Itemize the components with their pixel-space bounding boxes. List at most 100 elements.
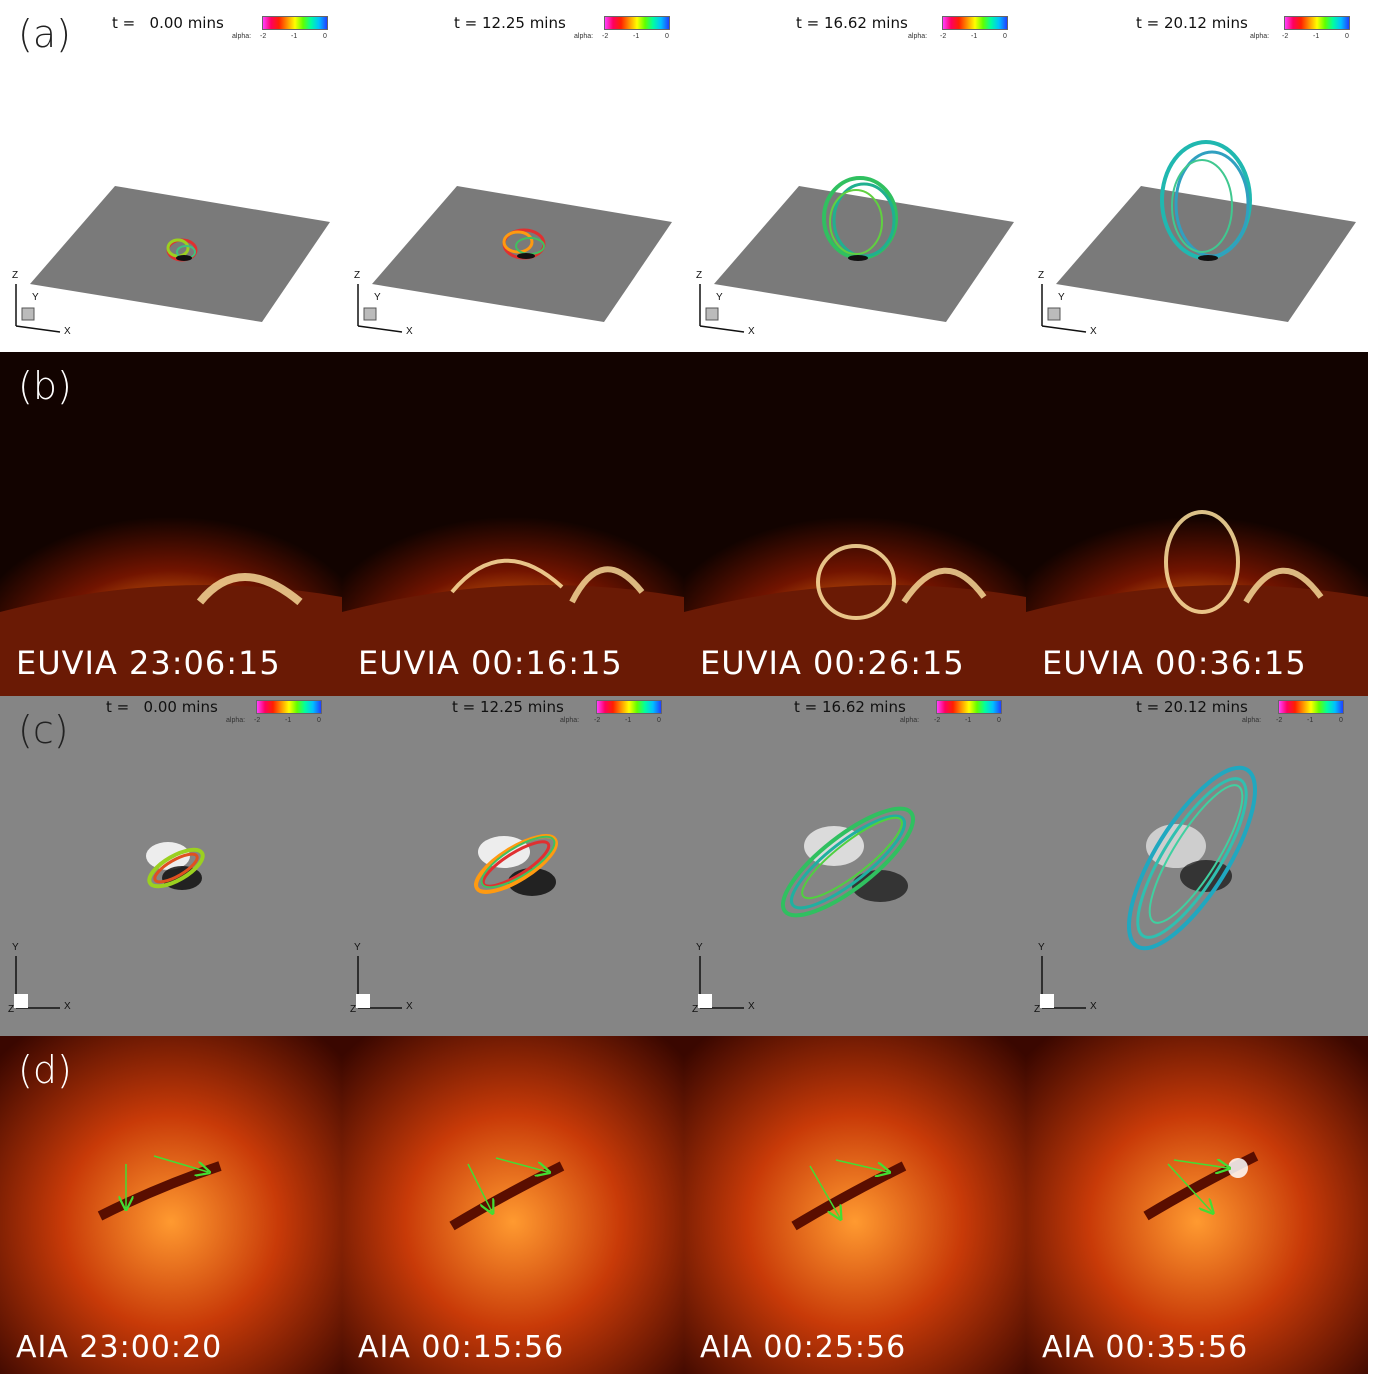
sim-time-label: t = 12.25 mins — [452, 698, 564, 716]
simulation-topdown-view — [1040, 765, 1258, 1009]
colorbar-tick: -1 — [625, 717, 632, 724]
colorbar-title: alpha: — [1250, 33, 1270, 40]
green-arrow — [153, 1155, 208, 1172]
colorbar-tick: -1 — [285, 717, 292, 724]
axis-x-label: X — [748, 326, 755, 337]
panel-a3: t = 16.62 mins alpha: -2 -1 0 Z Y X — [684, 0, 1026, 352]
alpha-colorbar — [604, 16, 670, 30]
colorbar-title: alpha: — [900, 717, 920, 724]
colorbar-tick: -1 — [633, 33, 640, 40]
colorbar-title: alpha: — [574, 33, 594, 40]
simulation-topdown-view — [14, 842, 205, 1009]
alpha-colorbar — [256, 700, 322, 714]
panel-d4: AIA 00:35:56 — [1026, 1036, 1368, 1374]
colorbar-title: alpha: — [226, 717, 246, 724]
axis-y-label: Y — [32, 292, 39, 303]
colorbar-tick: -1 — [1313, 33, 1320, 40]
axis-z-label: Z — [696, 270, 703, 281]
sim-time-label: t = 12.25 mins — [454, 14, 566, 32]
row-c-simulation-topdown: t = 0.00 mins alpha: -2 -1 0 Y X Z t = 1… — [0, 696, 1368, 1036]
aia-disk-image — [342, 1036, 684, 1374]
colorbar-tick: 0 — [317, 717, 321, 724]
colorbar-tick: -2 — [594, 717, 601, 724]
axis-x-label: X — [64, 1001, 71, 1012]
colorbar-title: alpha: — [908, 33, 928, 40]
alpha-colorbar — [1284, 16, 1350, 30]
colorbar-tick: -2 — [260, 33, 267, 40]
euvi-timestamp: EUVIA 23:06:15 — [16, 644, 281, 682]
alpha-colorbar — [1278, 700, 1344, 714]
euvi-limb-image — [342, 352, 684, 696]
sim-time-label: t = 0.00 mins — [112, 14, 224, 32]
axis-y-label: Y — [12, 942, 19, 953]
simulation-3d-view — [30, 186, 330, 322]
axis-y-label: Y — [354, 942, 361, 953]
row-label-d: (d) — [18, 1048, 72, 1092]
axis-y-label: Y — [374, 292, 381, 303]
alpha-colorbar — [942, 16, 1008, 30]
panel-a2: t = 12.25 mins alpha: -2 -1 0 Z Y X — [342, 0, 684, 352]
green-arrow — [495, 1157, 548, 1172]
colorbar-tick: -1 — [971, 33, 978, 40]
green-arrow — [809, 1165, 840, 1218]
alpha-colorbar — [262, 16, 328, 30]
simulation-topdown-view — [698, 806, 916, 1009]
colorbar-tick: -2 — [602, 33, 609, 40]
colorbar-title: alpha: — [1242, 717, 1262, 724]
row-a-simulation-3d: (a) t = 0.00 mins alpha: -2 -1 0 Z Y X t… — [0, 0, 1368, 352]
alpha-colorbar — [936, 700, 1002, 714]
euvi-limb-image — [684, 352, 1026, 696]
green-arrow — [1173, 1160, 1228, 1168]
panel-b1: EUVIA 23:06:15 — [0, 352, 342, 696]
colorbar-tick: 0 — [323, 33, 327, 40]
aia-timestamp: AIA 00:15:56 — [358, 1330, 565, 1365]
axis-x-label: X — [1090, 326, 1097, 337]
aia-disk-image — [0, 1036, 342, 1374]
sim-time-label: t = 20.12 mins — [1136, 14, 1248, 32]
axis-y-label: Y — [716, 292, 723, 303]
sim-time-label: t = 16.62 mins — [794, 698, 906, 716]
colorbar-tick: -2 — [934, 717, 941, 724]
axis-z-label: Z — [1038, 270, 1045, 281]
aia-timestamp: AIA 00:35:56 — [1042, 1330, 1249, 1365]
aia-timestamp: AIA 00:25:56 — [700, 1330, 907, 1365]
colorbar-title: alpha: — [560, 717, 580, 724]
axis-x-label: X — [406, 326, 413, 337]
colorbar-tick: -2 — [1282, 33, 1289, 40]
colorbar-tick: 0 — [1339, 717, 1343, 724]
axis-y-label: Y — [696, 942, 703, 953]
panel-c1: t = 0.00 mins alpha: -2 -1 0 Y X Z — [0, 696, 342, 1036]
panel-b2: EUVIA 00:16:15 — [342, 352, 684, 696]
euvi-limb-image — [1026, 352, 1368, 696]
euvi-timestamp: EUVIA 00:26:15 — [700, 644, 965, 682]
axis-x-label: X — [406, 1001, 413, 1012]
axis-x-label: X — [748, 1001, 755, 1012]
green-arrow — [1167, 1163, 1212, 1212]
panel-d1: AIA 23:00:20 — [0, 1036, 342, 1374]
row-d-aia-observations: AIA 23:00:20 AIA 00:15:56 AIA 00:25:56 A… — [0, 1036, 1368, 1374]
colorbar-tick: 0 — [665, 33, 669, 40]
row-b-euvi-observations: EUVIA 23:06:15 EUVIA 00:16:15 EUVIA 00:2… — [0, 352, 1368, 696]
simulation-topdown-view — [356, 834, 558, 1009]
colorbar-tick: -2 — [254, 717, 261, 724]
panel-d3: AIA 00:25:56 — [684, 1036, 1026, 1374]
row-label-b: (b) — [18, 364, 72, 408]
panel-c4: t = 20.12 mins alpha: -2 -1 0 Y X Z — [1026, 696, 1368, 1036]
panel-a1: t = 0.00 mins alpha: -2 -1 0 Z Y X — [0, 0, 342, 352]
sim-time-label: t = 16.62 mins — [796, 14, 908, 32]
panel-b3: EUVIA 00:26:15 — [684, 352, 1026, 696]
axis-z-label: Z — [350, 1004, 357, 1015]
panel-b4: EUVIA 00:36:15 — [1026, 352, 1368, 696]
colorbar-tick: 0 — [1345, 33, 1349, 40]
axis-z-label: Z — [12, 270, 19, 281]
axis-y-label: Y — [1038, 942, 1045, 953]
axis-z-label: Z — [1034, 1004, 1041, 1015]
panel-a4: t = 20.12 mins alpha: -2 -1 0 Z Y X — [1026, 0, 1368, 352]
panel-d2: AIA 00:15:56 — [342, 1036, 684, 1374]
axis-x-label: X — [64, 326, 71, 337]
colorbar-tick: 0 — [1003, 33, 1007, 40]
aia-disk-image — [684, 1036, 1026, 1374]
colorbar-tick: -2 — [1276, 717, 1283, 724]
axis-x-label: X — [1090, 1001, 1097, 1012]
colorbar-tick: -2 — [940, 33, 947, 40]
